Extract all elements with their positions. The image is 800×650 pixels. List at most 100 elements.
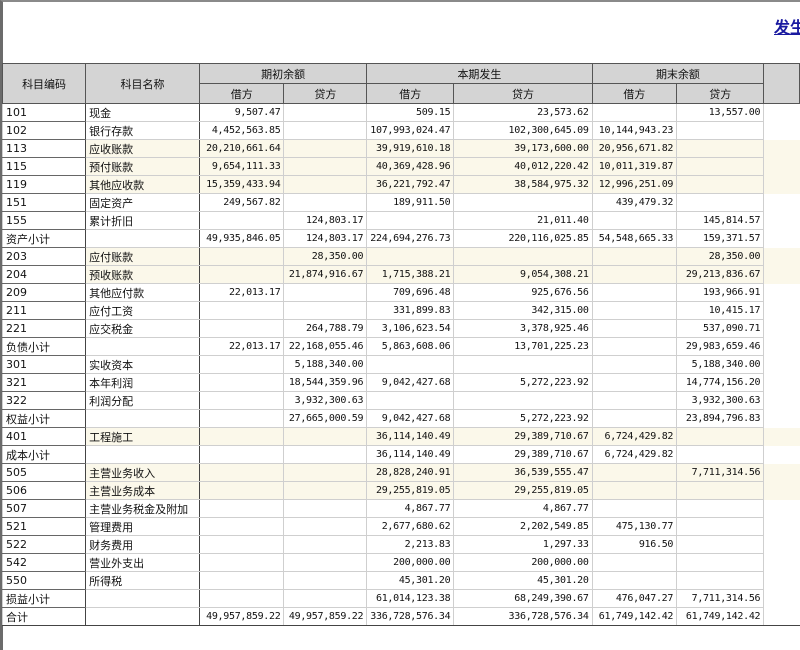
cell-opening-credit [283,553,368,572]
cell-name: 管理费用 [85,517,200,536]
cell-opening-debit: 249,567.82 [198,193,285,212]
cell-opening-debit [198,463,285,482]
cell-opening-credit [283,499,368,518]
cell-closing-credit: 5,188,340.00 [676,355,765,374]
cell-closing-credit [676,427,765,446]
table-row[interactable]: 506 主营业务成本 29,255,819.05 29,255,819.05 [1,481,800,500]
cell-opening-credit: 264,788.79 [283,319,368,338]
report-title-link[interactable]: 发生 [774,18,800,37]
cell-current-credit: 29,389,710.67 [453,445,593,464]
cell-current-credit: 39,173,600.00 [453,139,593,158]
cell-opening-debit: 49,935,846.05 [198,229,285,248]
header-current-period: 本期发生 [366,63,593,84]
table-row[interactable]: 成本小计 36,114,140.49 29,389,710.67 6,724,429.… [1,445,800,464]
cell-current-debit: 5,863,608.06 [366,337,455,356]
cell-opening-debit [198,247,285,266]
table-row[interactable]: 322 利润分配 3,932,300.63 3,932,300.63 [1,391,800,410]
cell-name [85,607,200,626]
cell-opening-credit [283,157,368,176]
table-row[interactable]: 损益小计 61,014,123.38 68,249,390.67 476,047.27… [1,589,800,608]
table-row[interactable]: 209 其他应付款 22,013.17 709,696.48 925,676.56 193… [1,283,800,302]
table-row[interactable]: 102 银行存款 4,452,563.85 107,993,024.47 102,300… [1,121,800,140]
cell-extra [763,247,800,266]
cell-opening-credit: 18,544,359.96 [283,373,368,392]
table-row[interactable]: 507 主营业务税金及附加 4,867.77 4,867.77 [1,499,800,518]
cell-closing-credit [676,517,765,536]
table-row[interactable]: 负债小计 22,013.17 22,168,055.46 5,863,608.06 13… [1,337,800,356]
cell-opening-credit: 28,350.00 [283,247,368,266]
table-row[interactable]: 505 主营业务收入 28,828,240.91 36,539,555.47 7,711… [1,463,800,482]
cell-code: 401 [1,427,87,446]
table-row[interactable]: 550 所得税 45,301.20 45,301.20 [1,571,800,590]
cell-current-credit: 29,389,710.67 [453,427,593,446]
cell-code: 113 [1,139,87,158]
cell-name: 固定资产 [85,193,200,212]
table-row[interactable]: 101 现金 9,507.47 509.15 23,573.62 13,557.00 [1,103,800,122]
cell-code: 101 [1,103,87,122]
cell-current-credit: 40,012,220.42 [453,157,593,176]
cell-opening-debit [198,373,285,392]
cell-current-credit: 36,539,555.47 [453,463,593,482]
table-row[interactable]: 401 工程施工 36,114,140.49 29,389,710.67 6,724,4… [1,427,800,446]
cell-name: 主营业务税金及附加 [85,499,200,518]
cell-opening-debit: 4,452,563.85 [198,121,285,140]
cell-current-debit: 28,828,240.91 [366,463,455,482]
cell-current-credit [453,391,593,410]
cell-code: 155 [1,211,87,230]
cell-closing-credit [676,193,765,212]
cell-extra [763,355,800,374]
table-row[interactable]: 542 营业外支出 200,000.00 200,000.00 [1,553,800,572]
cell-current-debit: 331,899.83 [366,301,455,320]
cell-current-credit: 45,301.20 [453,571,593,590]
table-row[interactable]: 211 应付工资 331,899.83 342,315.00 10,415.17 [1,301,800,320]
cell-current-debit: 61,014,123.38 [366,589,455,608]
table-row[interactable]: 204 预收账款 21,874,916.67 1,715,388.21 9,054,30… [1,265,800,284]
cell-closing-debit [591,409,678,428]
cell-opening-debit [198,265,285,284]
table-row[interactable]: 合计 49,957,859.22 49,957,859.22 336,728,576.… [1,607,800,626]
cell-opening-debit [198,535,285,554]
cell-code: 资产小计 [1,229,87,248]
cell-extra [763,229,800,248]
cell-closing-debit [591,211,678,230]
cell-extra [763,103,800,122]
cell-opening-credit [283,517,368,536]
cell-closing-debit [591,265,678,284]
table-row[interactable]: 权益小计 27,665,000.59 9,042,427.68 5,272,223.9… [1,409,800,428]
table-row[interactable]: 119 其他应收款 15,359,433.94 36,221,792.47 38,584… [1,175,800,194]
cell-closing-debit [591,463,678,482]
table-row[interactable]: 资产小计 49,935,846.05 124,803.17 224,694,276.7… [1,229,800,248]
cell-opening-credit: 3,932,300.63 [283,391,368,410]
cell-name: 所得税 [85,571,200,590]
cell-closing-credit: 7,711,314.56 [676,589,765,608]
cell-current-debit: 107,993,024.47 [366,121,455,140]
cell-current-credit: 23,573.62 [453,103,593,122]
table-row[interactable]: 151 固定资产 249,567.82 189,911.50 439,479.32 [1,193,800,212]
table-row[interactable]: 321 本年利润 18,544,359.96 9,042,427.68 5,272,22… [1,373,800,392]
table-row[interactable]: 113 应收账款 20,210,661.64 39,919,610.18 39,173,… [1,139,800,158]
table-row[interactable]: 203 应付账款 28,350.00 28,350.00 [1,247,800,266]
cell-closing-debit: 20,956,671.82 [591,139,678,158]
cell-current-credit: 21,011.40 [453,211,593,230]
cell-closing-credit: 29,213,836.67 [676,265,765,284]
cell-closing-credit: 13,557.00 [676,103,765,122]
cell-closing-debit [591,337,678,356]
table-row[interactable]: 221 应交税金 264,788.79 3,106,623.54 3,378,925.4… [1,319,800,338]
cell-code: 119 [1,175,87,194]
cell-closing-debit [591,499,678,518]
table-row[interactable]: 522 财务费用 2,213.83 1,297.33 916.50 [1,535,800,554]
cell-name [85,229,200,248]
table-row[interactable]: 115 预付账款 9,654,111.33 40,369,428.96 40,012,2… [1,157,800,176]
cell-current-credit [453,247,593,266]
cell-current-debit: 509.15 [366,103,455,122]
cell-current-credit: 1,297.33 [453,535,593,554]
cell-current-debit: 3,106,623.54 [366,319,455,338]
cell-opening-debit [198,319,285,338]
table-row[interactable]: 521 管理费用 2,677,680.62 2,202,549.85 475,130.7… [1,517,800,536]
table-row[interactable]: 301 实收资本 5,188,340.00 5,188,340.00 [1,355,800,374]
cell-closing-debit [591,103,678,122]
table-row[interactable]: 155 累计折旧 124,803.17 21,011.40 145,814.57 [1,211,800,230]
cell-opening-credit: 124,803.17 [283,211,368,230]
cell-closing-credit [676,571,765,590]
cell-closing-debit: 439,479.32 [591,193,678,212]
